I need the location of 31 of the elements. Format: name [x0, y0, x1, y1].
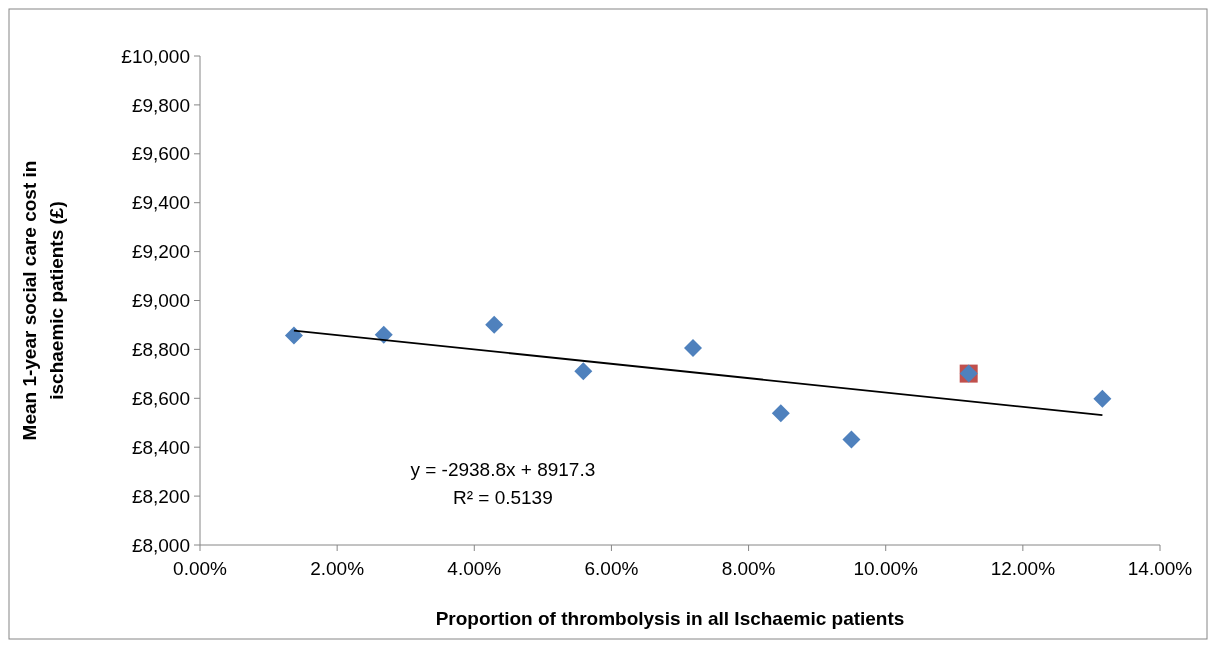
- y-tick-label: £8,400: [131, 436, 190, 458]
- y-tick-label: £8,600: [131, 387, 190, 409]
- y-axis-title: Mean 1-year social care cost in ischaemic patients (£): [19, 160, 67, 441]
- point: [771, 404, 790, 423]
- point: [1093, 389, 1112, 408]
- y-tick-label: £9,200: [131, 241, 190, 263]
- point: [485, 315, 504, 334]
- y-tick-label: £8,200: [131, 485, 190, 507]
- y-tick-label: £9,600: [131, 143, 190, 165]
- x-axis-title: Proportion of thrombolysis in all Ischaemic patients: [435, 608, 905, 629]
- x-tick-label: 2.00%: [310, 558, 365, 579]
- y-tick-label: £10,000: [121, 45, 190, 67]
- annotation: y = -2938.8x + 8917.3: [410, 458, 596, 480]
- x-tick-label: 14.00%: [1127, 558, 1193, 579]
- x-tick-label: 4.00%: [447, 558, 502, 579]
- point: [684, 338, 703, 357]
- point: [374, 325, 393, 344]
- point: [284, 326, 303, 345]
- y-tick-label: £8,800: [131, 339, 190, 361]
- y-tick-label: £8,000: [131, 534, 190, 556]
- y-tick-label: £9,400: [131, 192, 190, 214]
- x-tick-label: 10.00%: [853, 558, 919, 579]
- y-tick-label: £9,800: [131, 94, 190, 116]
- point: [574, 362, 593, 381]
- x-tick-label: 8.00%: [721, 558, 776, 579]
- x-tick-label: 6.00%: [584, 558, 639, 579]
- x-tick-label: 12.00%: [990, 558, 1056, 579]
- x-tick-label: 0.00%: [173, 558, 228, 579]
- y-tick-label: £9,000: [131, 290, 190, 312]
- point: [842, 430, 861, 449]
- annotation: R² = 0.5139: [452, 486, 553, 508]
